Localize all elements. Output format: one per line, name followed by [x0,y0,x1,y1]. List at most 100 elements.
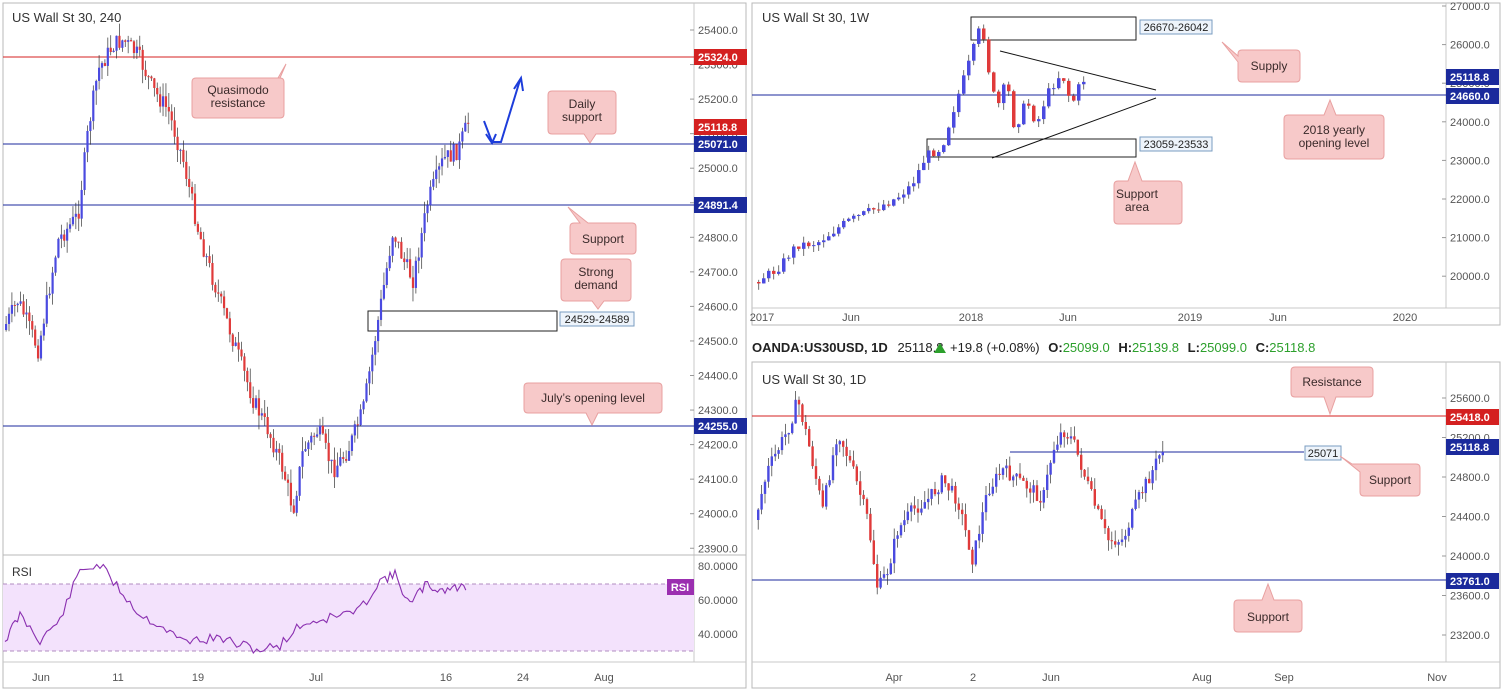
candle-body [787,257,791,259]
price-tick-label: 25600.0 [1450,393,1490,405]
candle-body [964,514,967,531]
candle-body [1086,476,1090,482]
panel-1w: US Wall St 30, 1W 26670-26042 23059-2353… [750,1,1501,326]
candle-body [1063,432,1066,438]
candle-body [1017,124,1021,128]
candle-body [855,466,858,482]
candle-body [60,234,63,239]
candle-body [452,144,455,162]
candle-body [1029,488,1032,493]
candle-body [1046,474,1049,491]
candle-body [882,574,886,578]
candle-body [882,204,886,211]
candle-body [852,460,855,467]
svg-text:+19.8 (+0.08%) O:25099.0: +19.8 (+0.08%) O:25099.0 H:25139.8 L:250… [950,340,1315,355]
time-tick-label: Sep [1274,672,1294,684]
candle-body [967,530,971,550]
candle-body [825,485,828,507]
candle-body [872,540,875,565]
last-price: 25118.8 [897,340,943,355]
candle-body [974,540,977,565]
candle-body [240,349,243,357]
candle-body [182,149,185,162]
candle-body [794,399,797,424]
price-tags-1d: 25418.0 25118.8 23761.0 [1446,409,1499,589]
candle-body [272,437,275,453]
callout-text: Supply [1251,59,1288,73]
candle-body [1002,84,1006,104]
candle-body [286,479,290,483]
candle-body [804,421,807,430]
candle-body [406,259,409,263]
rsi-label: RSI [12,565,32,579]
candle-body [153,78,156,88]
price-tick-label: 24500.0 [698,336,738,348]
candle-body [1127,527,1130,536]
candle-body [5,324,8,330]
candle-body [295,495,298,513]
close-label: C: [1256,340,1270,355]
price-tag-text: 25118.8 [1450,442,1489,454]
callout-support-lower: Support [1233,582,1303,633]
candle-body [1057,78,1061,89]
candle-body [414,260,417,288]
candle-body [315,434,319,437]
price-tick-label: 24300.0 [698,405,738,417]
chart-title: US Wall St 30, 1D [762,372,866,387]
candle-body [156,87,159,95]
candle-body [22,301,25,315]
candle-body [222,296,226,309]
candle-body [811,446,814,467]
candle-body [791,423,794,434]
candle-body [972,43,976,61]
candle-body [234,342,237,346]
price-tick-label: 24800.0 [1450,472,1490,484]
open-value: 25099.0 [1063,340,1110,355]
candle-body [978,533,981,541]
candle-body [906,511,909,521]
candle-body [998,473,1001,475]
candle-body [16,303,19,306]
candle-body [275,448,278,453]
candle-body [124,40,127,42]
candle-body [365,383,368,402]
candle-body [86,130,89,153]
candle-body [385,268,388,285]
candle-body [132,41,136,54]
candle-body [243,356,246,371]
price-tag-current [694,119,747,135]
candle-body [757,509,760,520]
candle-body [877,209,881,211]
candle-body [907,186,911,195]
time-tick-label: Aug [594,672,614,684]
price-tick-label: 27000.0 [1450,1,1490,13]
price-tick-label: 25400.0 [698,25,738,37]
candle-body [167,106,170,112]
candle-body [1080,454,1083,470]
candle-body [865,499,869,514]
level-label-box [1304,445,1342,461]
candle-body [944,475,947,484]
price-tag-text: 25118.8 [698,122,737,134]
candle-body [196,223,200,232]
candle-body [848,455,852,461]
candle-body [893,538,896,564]
candle-body [859,481,862,495]
price-tag-current [1446,69,1499,85]
candle-body [1154,458,1158,471]
candle-body [1022,477,1025,481]
callout-text: Daily support [562,97,603,124]
candle-body [435,169,438,179]
candle-body [423,213,426,234]
candle-body [917,170,921,184]
candle-body [977,28,981,44]
candle-body [807,242,811,247]
callout-text: Support [1247,610,1290,624]
candle-body [1134,499,1137,510]
candle-body [461,131,464,142]
candle-body [910,505,913,512]
candle-body [760,493,763,510]
candle-body [1141,492,1144,494]
candle-body [252,398,255,408]
candle-body [814,466,818,479]
